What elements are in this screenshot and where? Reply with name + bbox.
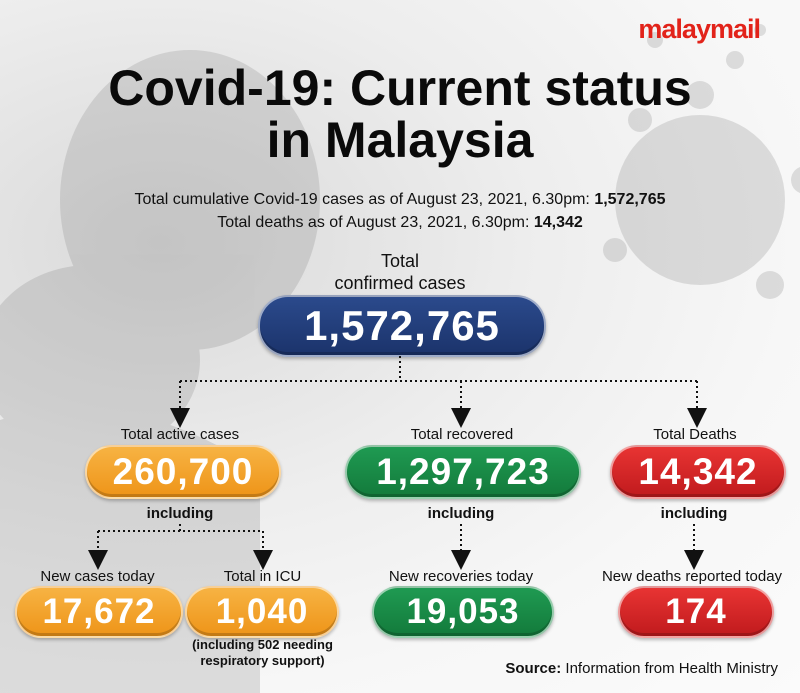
deaths-value: 14,342: [610, 445, 786, 499]
new-cases-value: 17,672: [15, 586, 183, 638]
total-confirmed-label-line2: confirmed cases: [334, 273, 466, 293]
new-recoveries-label: New recoveries today: [388, 568, 534, 585]
active-cases-value: 260,700: [85, 445, 281, 499]
new-cases-label: New cases today: [40, 568, 155, 585]
new-deaths-label: New deaths reported today: [601, 568, 783, 585]
icu-note-line1: (including 502 needing: [192, 637, 333, 652]
cumulative-cases-text: Total cumulative Covid-19 cases as of Au…: [134, 191, 590, 208]
recovered-including-label: including: [427, 505, 495, 522]
page-title-line1: Covid-19: Current status: [108, 60, 692, 116]
total-deaths-value: 14,342: [533, 214, 583, 231]
recovered-value: 1,297,723: [345, 445, 581, 499]
malaymail-logo: malaymail: [638, 14, 761, 44]
deaths-label: Total Deaths: [653, 426, 737, 443]
new-recoveries-value: 19,053: [372, 586, 554, 638]
total-deaths-text: Total deaths as of August 23, 2021, 6.30…: [217, 214, 530, 231]
page-title-line2: in Malaysia: [266, 112, 534, 168]
deaths-including-label: including: [660, 505, 728, 522]
icu-note: (including 502 needing respiratory suppo…: [180, 637, 345, 669]
active-cases-label: Total active cases: [120, 426, 240, 443]
total-confirmed-label-line1: Total: [380, 251, 420, 271]
source-text: Information from Health Ministry: [565, 660, 778, 677]
icu-value: 1,040: [185, 586, 339, 638]
recovered-label: Total recovered: [410, 426, 514, 443]
new-deaths-value: 174: [618, 586, 774, 638]
source-note: Source: Information from Health Ministry: [505, 660, 778, 677]
cumulative-cases-value: 1,572,765: [594, 191, 666, 208]
total-confirmed-label: Total confirmed cases: [300, 250, 500, 294]
icu-label: Total in ICU: [223, 568, 302, 585]
total-confirmed-value: 1,572,765: [258, 295, 546, 357]
total-deaths-line: Total deaths as of August 23, 2021, 6.30…: [60, 214, 740, 232]
cumulative-cases-line: Total cumulative Covid-19 cases as of Au…: [60, 191, 740, 209]
active-including-label: including: [146, 505, 214, 522]
source-prefix: Source:: [505, 660, 562, 677]
icu-note-line2: respiratory support): [200, 653, 325, 668]
virus-icon: [603, 24, 800, 299]
